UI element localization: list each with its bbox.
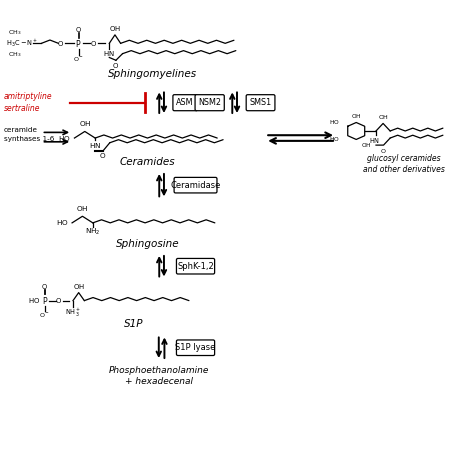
Text: SMS1: SMS1 (249, 98, 272, 107)
Text: $\mathregular{O}$: $\mathregular{O}$ (41, 282, 48, 291)
Text: SphK-1,2: SphK-1,2 (177, 262, 214, 271)
Text: $\mathregular{HO}$: $\mathregular{HO}$ (55, 219, 68, 228)
Text: S1P lyase: S1P lyase (175, 343, 216, 352)
FancyBboxPatch shape (246, 95, 275, 111)
FancyBboxPatch shape (195, 95, 224, 111)
Text: amitriptyline: amitriptyline (4, 91, 52, 100)
Text: $\mathregular{HN}$: $\mathregular{HN}$ (369, 136, 381, 145)
Text: $\mathregular{OH}$: $\mathregular{OH}$ (361, 141, 372, 149)
Text: $\mathregular{O}$: $\mathregular{O}$ (380, 147, 387, 155)
Text: NSM2: NSM2 (198, 98, 221, 107)
Text: $\mathregular{CH_3}$: $\mathregular{CH_3}$ (8, 50, 21, 59)
Text: $\mathregular{NH_2}$: $\mathregular{NH_2}$ (85, 227, 100, 237)
Text: $\mathregular{HO}$: $\mathregular{HO}$ (58, 134, 71, 143)
Text: sertraline: sertraline (4, 104, 40, 113)
Text: ASM: ASM (176, 98, 194, 107)
Text: $\mathregular{HO}$: $\mathregular{HO}$ (27, 296, 40, 305)
Text: $\mathregular{O}$: $\mathregular{O}$ (112, 62, 119, 71)
Text: Phosphoethanolamine
+ hexadecenal: Phosphoethanolamine + hexadecenal (109, 366, 210, 386)
Text: $\mathregular{OH}$: $\mathregular{OH}$ (79, 119, 91, 128)
Text: $\mathregular{NH_3^+}$: $\mathregular{NH_3^+}$ (65, 306, 81, 319)
Text: $\mathregular{O}$: $\mathregular{O}$ (55, 296, 63, 305)
Text: $\mathregular{OH}$: $\mathregular{OH}$ (378, 113, 389, 121)
Text: $\mathregular{O^-}$: $\mathregular{O^-}$ (73, 55, 84, 64)
Text: $\mathregular{H_3C-N^+}$: $\mathregular{H_3C-N^+}$ (6, 37, 38, 49)
Text: $\mathregular{O}$: $\mathregular{O}$ (90, 39, 97, 48)
Text: S1P: S1P (124, 319, 143, 329)
Text: $\mathregular{P}$: $\mathregular{P}$ (75, 38, 82, 49)
Text: $\mathregular{OH}$: $\mathregular{OH}$ (73, 282, 85, 291)
Text: synthases 1-6: synthases 1-6 (4, 136, 54, 142)
Text: $\mathregular{O}$: $\mathregular{O}$ (99, 152, 106, 161)
Text: ceramide: ceramide (4, 127, 38, 133)
FancyBboxPatch shape (173, 95, 197, 111)
Text: glucosyl ceramides
and other derivatives: glucosyl ceramides and other derivatives (364, 154, 445, 173)
FancyBboxPatch shape (174, 177, 217, 193)
Text: $\mathregular{HN}$: $\mathregular{HN}$ (103, 49, 115, 58)
Text: $\mathregular{O^-}$: $\mathregular{O^-}$ (39, 311, 50, 319)
FancyBboxPatch shape (176, 258, 215, 274)
Text: Ceramidase: Ceramidase (170, 181, 221, 190)
Text: $\mathregular{HN}$: $\mathregular{HN}$ (89, 141, 101, 150)
Text: $\mathregular{CH_3}$: $\mathregular{CH_3}$ (8, 28, 21, 37)
Text: Sphingosine: Sphingosine (116, 239, 179, 249)
Text: Ceramides: Ceramides (119, 156, 175, 166)
Text: $\mathregular{O}$: $\mathregular{O}$ (57, 39, 64, 48)
Text: $\mathregular{O}$: $\mathregular{O}$ (75, 25, 82, 34)
Text: $\mathregular{P}$: $\mathregular{P}$ (42, 295, 48, 306)
Text: $\mathregular{OH}$: $\mathregular{OH}$ (76, 204, 89, 213)
FancyBboxPatch shape (176, 340, 215, 356)
Text: $\mathregular{HO}$: $\mathregular{HO}$ (329, 135, 340, 143)
Text: $\mathregular{OH}$: $\mathregular{OH}$ (109, 24, 121, 33)
Text: Sphingomyelines: Sphingomyelines (108, 69, 197, 80)
Text: $\mathregular{OH}$: $\mathregular{OH}$ (351, 112, 362, 120)
Text: $\mathregular{HO}$: $\mathregular{HO}$ (329, 118, 340, 127)
